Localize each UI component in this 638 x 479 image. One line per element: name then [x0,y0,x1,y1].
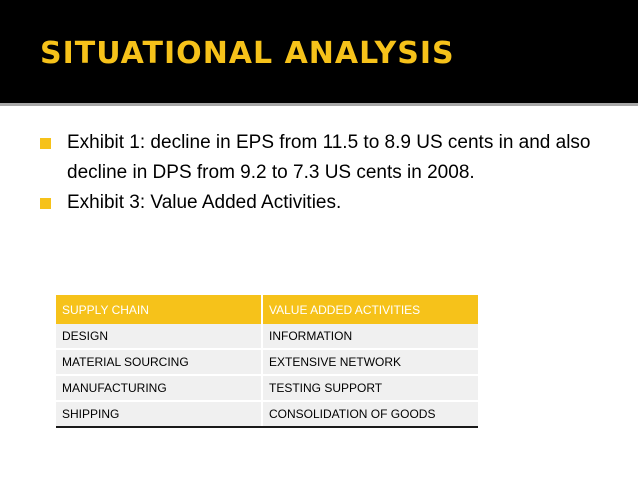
slide-title: SITUATIONAL ANALYSIS [40,36,455,71]
value-chain-table-container: SUPPLY CHAIN VALUE ADDED ACTIVITIES DESI… [56,295,478,428]
table-cell: CONSOLIDATION OF GOODS [261,400,478,426]
table-header-row: SUPPLY CHAIN VALUE ADDED ACTIVITIES [56,295,478,324]
table-cell: MANUFACTURING [56,374,262,401]
square-bullet-icon [40,138,51,149]
table-row: MANUFACTURING TESTING SUPPORT [56,374,478,401]
table-cell: SHIPPING [56,400,262,426]
square-bullet-icon [40,198,51,209]
table-row: SHIPPING CONSOLIDATION OF GOODS [56,400,478,426]
bullet-item-exhibit-3: Exhibit 3: Value Added Activities. [40,188,600,218]
table-row: DESIGN INFORMATION [56,324,478,349]
bullet-text: Exhibit 1: decline in EPS from 11.5 to 8… [67,132,591,183]
table-cell: MATERIAL SOURCING [56,348,262,375]
table-cell: DESIGN [62,329,109,343]
table-cell: EXTENSIVE NETWORK [261,348,478,375]
value-chain-table: SUPPLY CHAIN VALUE ADDED ACTIVITIES DESI… [56,295,478,426]
bullet-text: Exhibit 3: Value Added Activities. [67,192,342,213]
table-row: MATERIAL SOURCING EXTENSIVE NETWORK [56,348,478,375]
bullet-item-exhibit-1: Exhibit 1: decline in EPS from 11.5 to 8… [40,128,600,188]
title-divider [0,103,638,106]
bullet-list: Exhibit 1: decline in EPS from 11.5 to 8… [40,128,600,218]
header-value-added-activities: VALUE ADDED ACTIVITIES [261,295,478,324]
table-cell: TESTING SUPPORT [261,374,478,401]
title-band: SITUATIONAL ANALYSIS [0,0,638,103]
header-supply-chain: SUPPLY CHAIN [56,295,262,324]
table-cell: INFORMATION [261,324,478,349]
